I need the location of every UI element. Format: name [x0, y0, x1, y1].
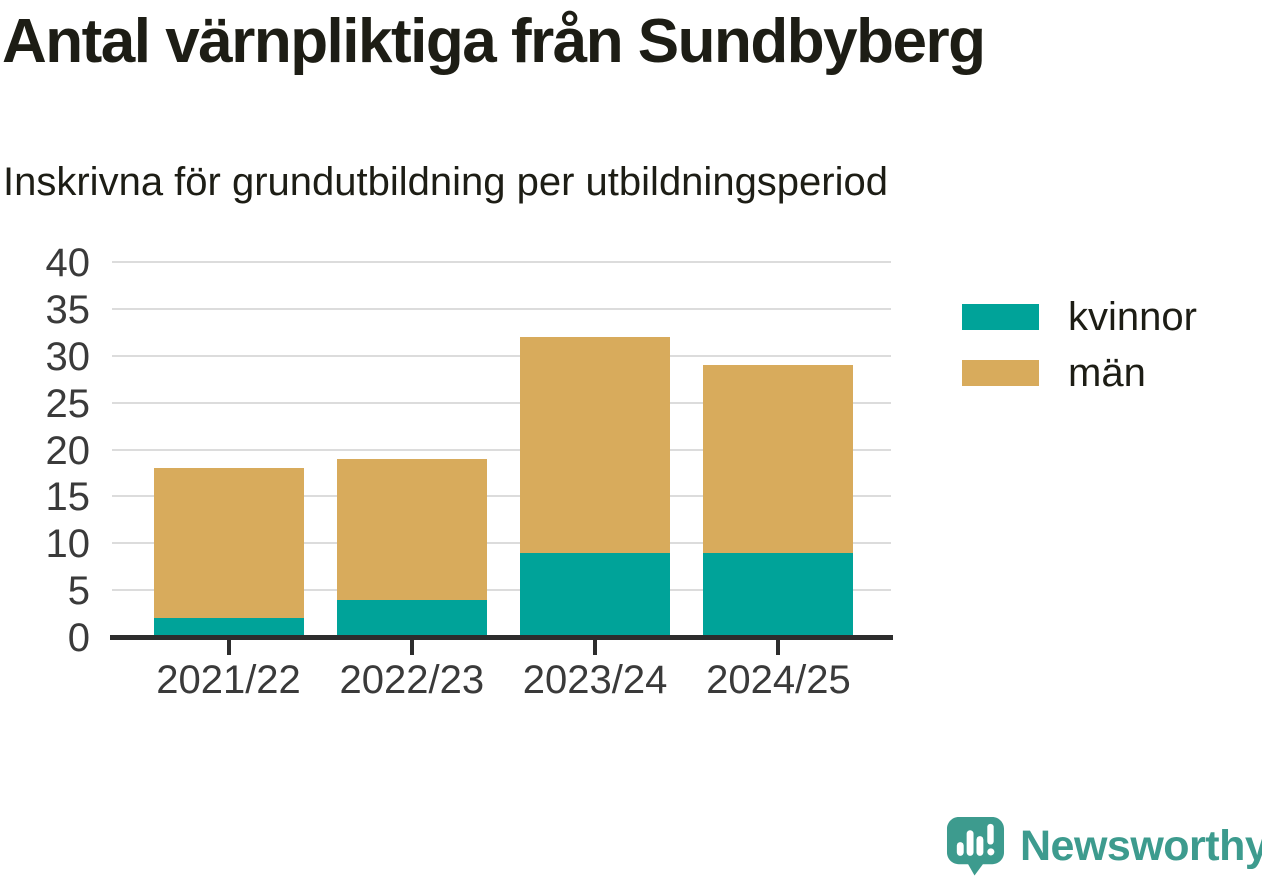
y-axis-label: 25: [45, 381, 91, 426]
logo-bubble-shape: [946, 816, 1005, 876]
y-axis-label: 0: [67, 616, 90, 660]
x-axis-tick: [409, 640, 414, 655]
logo-bar-1: [956, 842, 964, 856]
y-axis-label: 20: [45, 428, 91, 473]
legend: kvinnor män: [962, 297, 1197, 416]
x-axis-label: 2021/22: [156, 658, 301, 702]
y-axis-label: 10: [45, 522, 91, 567]
y-axis-label: 5: [67, 569, 90, 614]
gridline: [112, 261, 891, 263]
bar-segment-män-1: [337, 459, 487, 600]
legend-swatch-kvinnor: [962, 304, 1039, 330]
newsworthy-logo-icon: [946, 816, 1005, 876]
bar-segment-män-2: [520, 337, 670, 553]
legend-label: kvinnor: [1068, 295, 1197, 339]
logo-bar-2: [966, 830, 974, 856]
gridline: [112, 307, 891, 310]
y-axis-label: 35: [45, 287, 91, 332]
legend-label: män: [1068, 351, 1146, 395]
legend-item-män: män: [962, 353, 1197, 393]
branding-name: Newsworthy: [1020, 821, 1262, 870]
x-axis-label: 2023/24: [522, 658, 668, 702]
x-axis-tick: [226, 640, 231, 655]
bar-segment-kvinnor-2: [520, 553, 670, 637]
logo-bar-3: [976, 836, 984, 856]
gridline: [112, 448, 891, 451]
gridline: [112, 354, 891, 357]
gridline: [112, 542, 891, 545]
logo-exclamation-bar: [987, 823, 994, 845]
x-axis-tick: [776, 640, 781, 655]
y-axis-label: 15: [45, 475, 91, 520]
bar-segment-kvinnor-0: [154, 618, 304, 637]
branding: Newsworthy: [946, 816, 1262, 876]
y-axis-label: 30: [45, 334, 91, 379]
bar-segment-kvinnor-1: [337, 600, 487, 638]
legend-swatch-män: [962, 360, 1039, 386]
logo-exclamation-dot: [987, 848, 995, 856]
bar-segment-män-3: [703, 365, 853, 553]
chart-title: Antal värnpliktiga från Sundbyberg: [2, 7, 986, 76]
legend-item-kvinnor: kvinnor: [962, 297, 1197, 337]
gridline: [112, 589, 891, 592]
x-axis-label: 2022/23: [339, 658, 485, 702]
gridline: [112, 401, 891, 404]
x-axis-line: [110, 635, 893, 640]
chart-subtitle: Inskrivna för grundutbildning per utbild…: [3, 160, 888, 204]
bar-segment-män-0: [154, 468, 304, 618]
x-axis-tick: [593, 640, 598, 655]
bar-segment-kvinnor-3: [703, 553, 853, 637]
y-axis-label: 40: [45, 241, 91, 285]
gridline: [112, 495, 891, 498]
x-axis-label: 2024/25: [706, 658, 851, 702]
